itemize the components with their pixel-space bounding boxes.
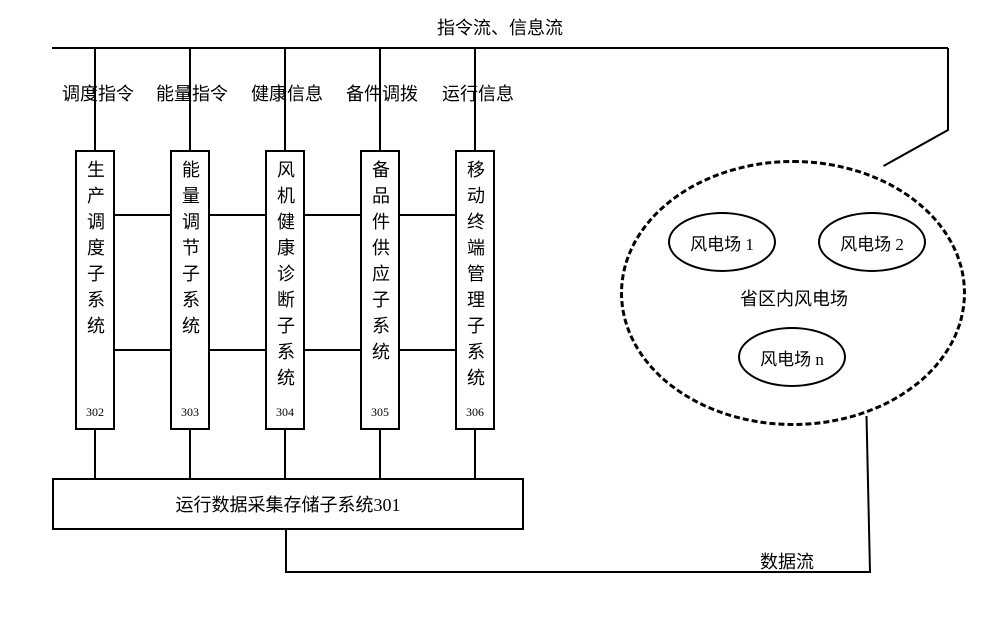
subsystem-box: 移动终端管理子系统 306 — [455, 150, 495, 430]
subsystem-number: 306 — [466, 405, 484, 420]
subsystem-name: 移动终端管理子系统 — [466, 160, 484, 394]
subsystem-name: 能量调节子系统 — [181, 160, 199, 342]
wind-farm-node: 风电场 n — [738, 327, 846, 387]
wind-farm-node: 风电场 1 — [668, 212, 776, 272]
subsystem-box: 风机健康诊断子系统 304 — [265, 150, 305, 430]
subsystem-name: 生产调度子系统 — [86, 160, 104, 342]
top-label: 备件调拨 — [342, 80, 422, 106]
top-title: 指令流、信息流 — [400, 14, 600, 40]
top-label: 健康信息 — [247, 80, 327, 106]
diagram-canvas: 指令流、信息流 调度指令能量指令健康信息备件调拨运行信息 生产调度子系统 302 能… — [0, 0, 1000, 617]
subsystem-name: 备品件供应子系统 — [371, 160, 389, 368]
cluster-label: 省区内风电场 — [740, 285, 848, 311]
top-label: 能量指令 — [152, 80, 232, 106]
subsystem-box: 能量调节子系统 303 — [170, 150, 210, 430]
subsystem-number: 303 — [181, 405, 199, 420]
wind-farm-node: 风电场 2 — [818, 212, 926, 272]
subsystem-box: 生产调度子系统 302 — [75, 150, 115, 430]
subsystem-name: 风机健康诊断子系统 — [276, 160, 294, 394]
top-label: 运行信息 — [438, 80, 518, 106]
subsystem-number: 304 — [276, 405, 294, 420]
data-collection-label: 运行数据采集存储子系统301 — [176, 491, 401, 517]
data-collection-box: 运行数据采集存储子系统301 — [52, 478, 524, 530]
top-label: 调度指令 — [58, 80, 138, 106]
subsystem-box: 备品件供应子系统 305 — [360, 150, 400, 430]
subsystem-number: 305 — [371, 405, 389, 420]
data-flow-label: 数据流 — [760, 548, 814, 574]
subsystem-number: 302 — [86, 405, 104, 420]
